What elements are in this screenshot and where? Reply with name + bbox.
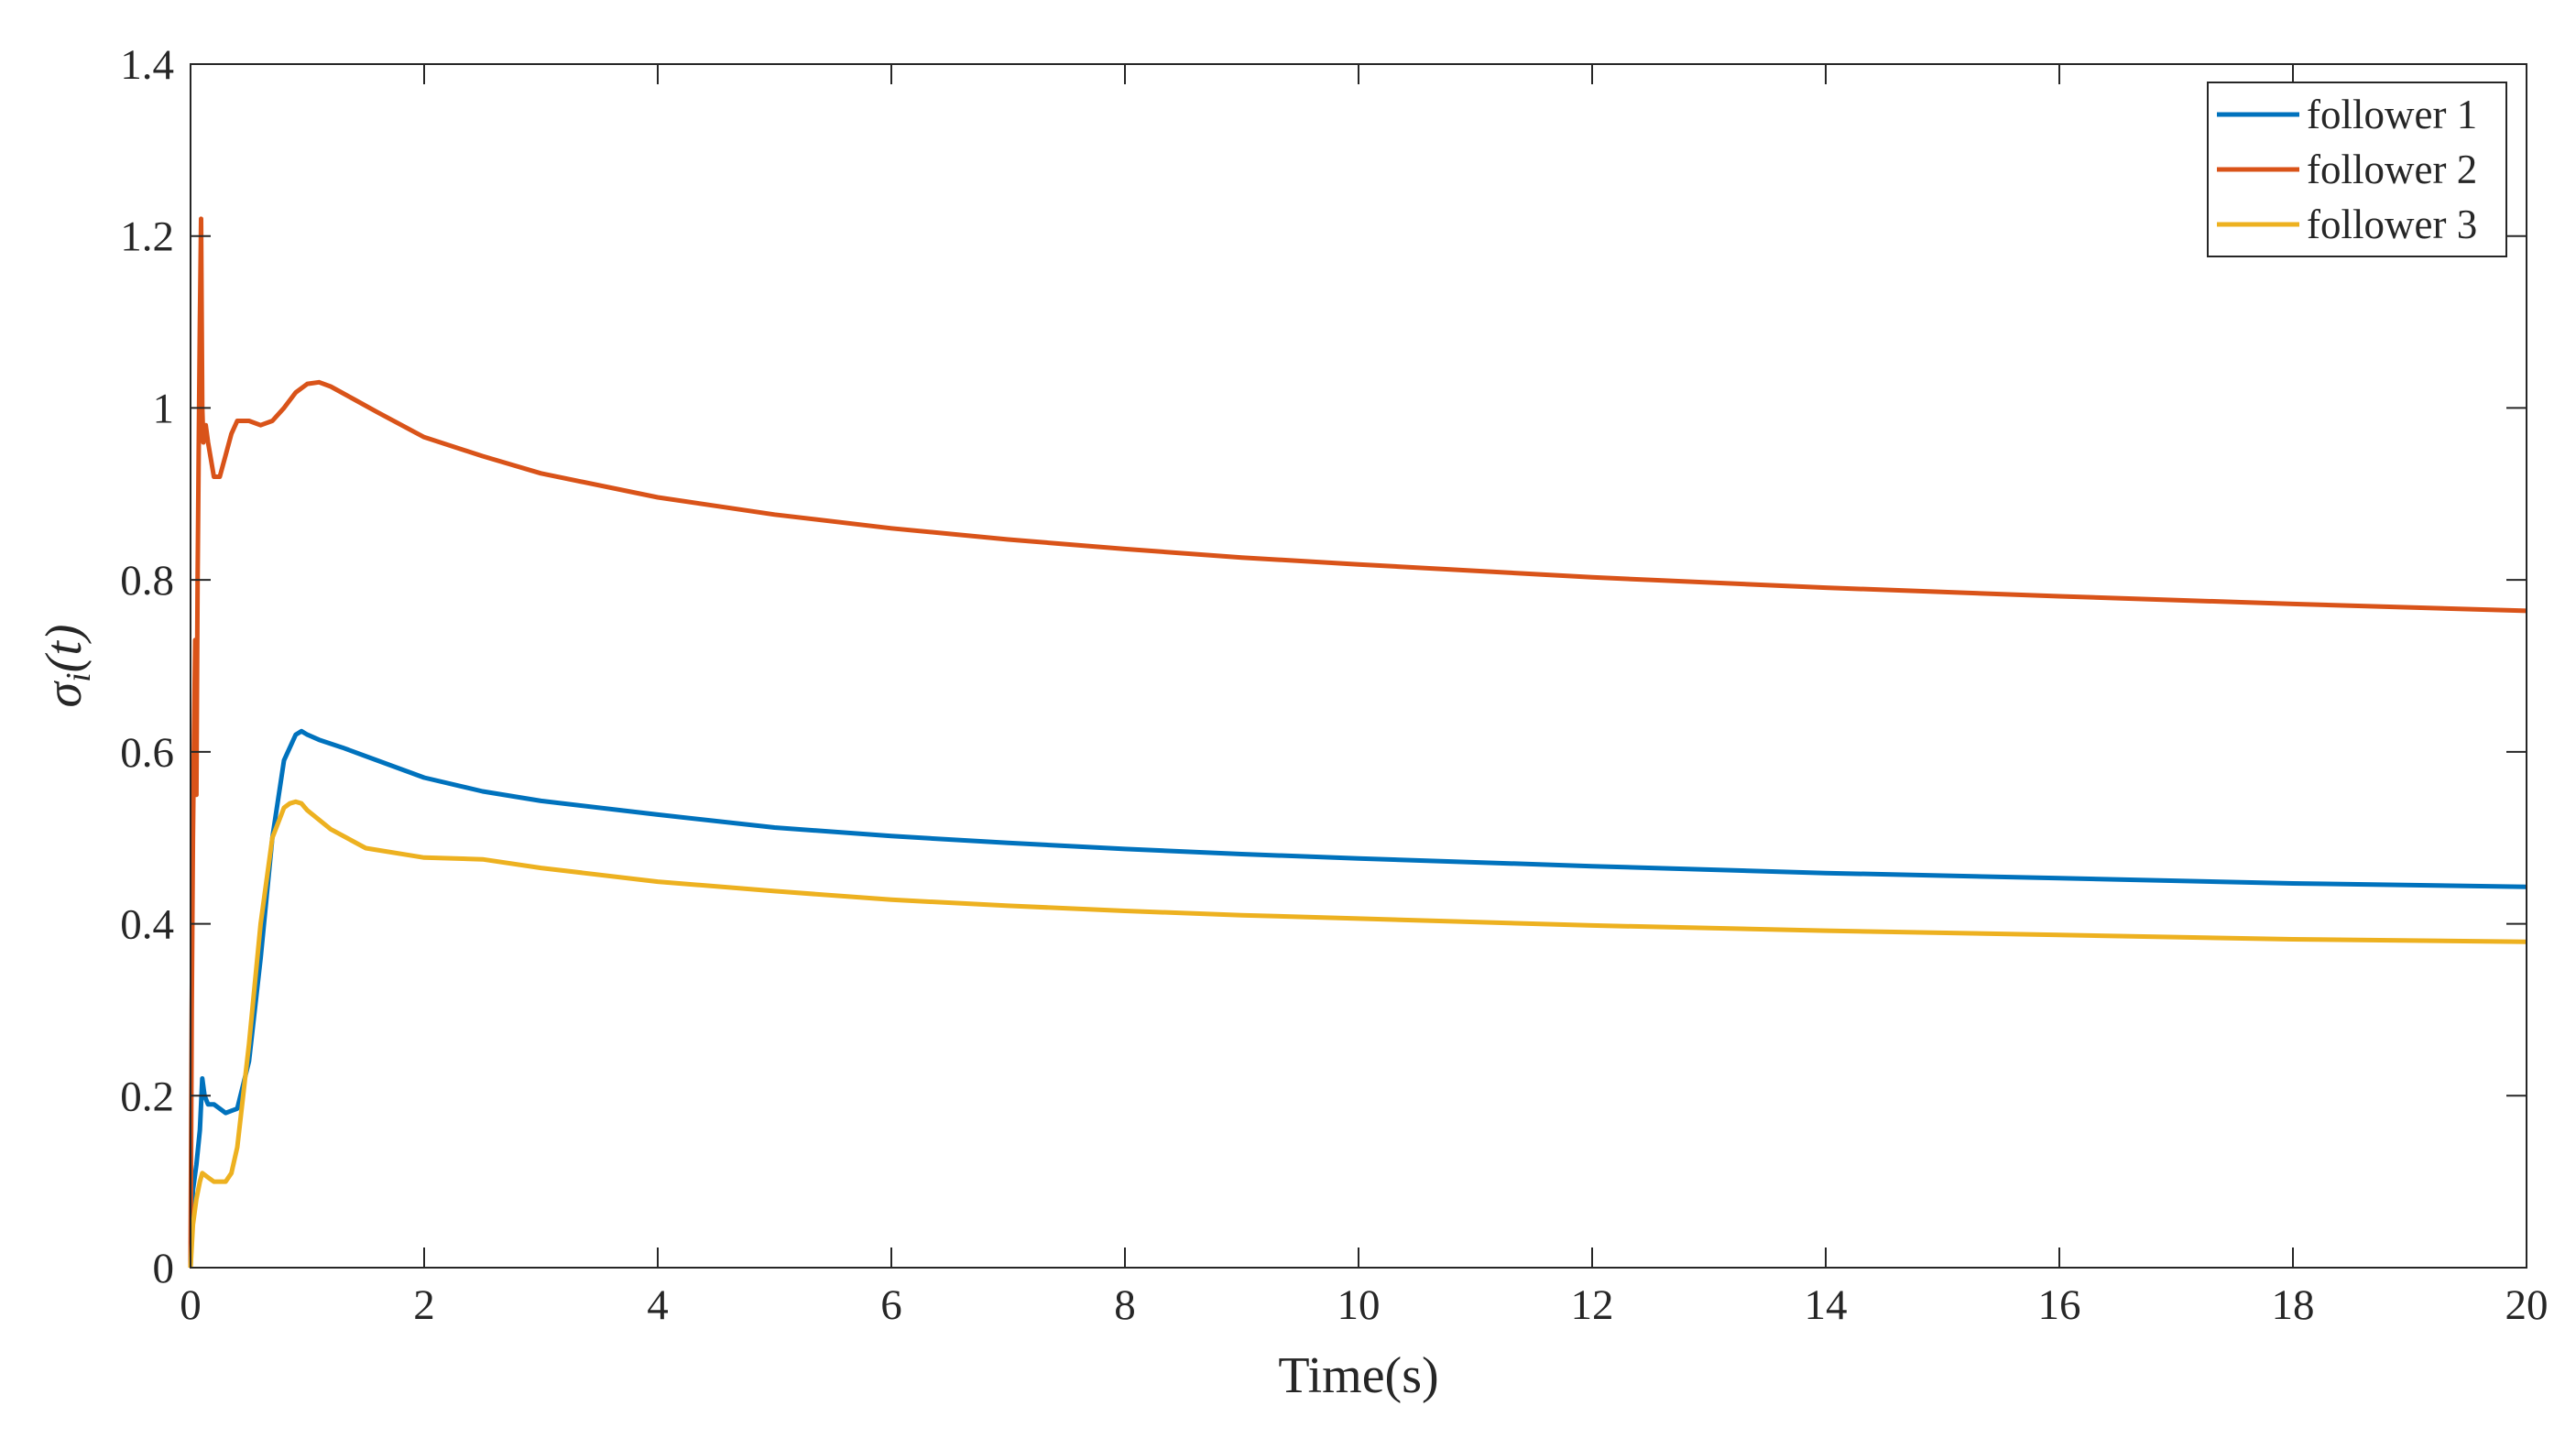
tick-labels-layer: 0 2 4 6 8 10 12 14 16 18 20 0 0.2 0.4 0.6 0.8 1 1.2 1.4 (120, 41, 2548, 1329)
x-tick-label: 2 (413, 1281, 435, 1329)
y-tick-label: 0.6 (120, 729, 174, 777)
legend-label: follower 2 (2307, 147, 2477, 192)
y-tick-label: 0.8 (120, 557, 174, 605)
series-line-1 (188, 728, 2527, 1269)
y-tick-label: 0.4 (120, 901, 174, 949)
x-tick-label: 10 (1337, 1281, 1381, 1329)
series-line-2 (188, 216, 2527, 1269)
x-tick-label: 6 (880, 1281, 902, 1329)
x-tick-label: 8 (1114, 1281, 1136, 1329)
y-axis-title-subscript: i (60, 672, 98, 682)
legend-label: follower 3 (2307, 202, 2477, 247)
x-tick-label: 16 (2038, 1281, 2081, 1329)
series-layer (188, 216, 2527, 1269)
plot-area-frame (190, 63, 2527, 1269)
x-tick-label: 0 (180, 1281, 202, 1329)
y-tick-label: 1.2 (120, 213, 174, 261)
y-tick-label: 0 (153, 1245, 175, 1292)
y-tick-label: 1.4 (120, 41, 174, 89)
x-tick-label: 14 (1805, 1281, 1848, 1329)
y-tick-label: 0.2 (120, 1073, 174, 1120)
x-axis-title: Time(s) (1278, 1347, 1438, 1404)
y-axis-title-argument: (t) (36, 624, 93, 672)
x-tick-label: 20 (2505, 1281, 2549, 1329)
y-axis-title: σi(t) (36, 624, 98, 707)
legend: follower 1 follower 2 follower 3 (2207, 82, 2507, 257)
legend-label: follower 1 (2307, 92, 2477, 137)
ticks-layer (190, 63, 2527, 1269)
series-line-3 (188, 799, 2527, 1269)
x-tick-label: 12 (1571, 1281, 1614, 1329)
y-tick-label: 1 (153, 385, 175, 432)
x-tick-label: 4 (647, 1281, 669, 1329)
y-axis-title-symbol: σ (36, 681, 93, 708)
svg-text:σi(t): σi(t) (36, 624, 98, 707)
x-tick-label: 18 (2272, 1281, 2315, 1329)
